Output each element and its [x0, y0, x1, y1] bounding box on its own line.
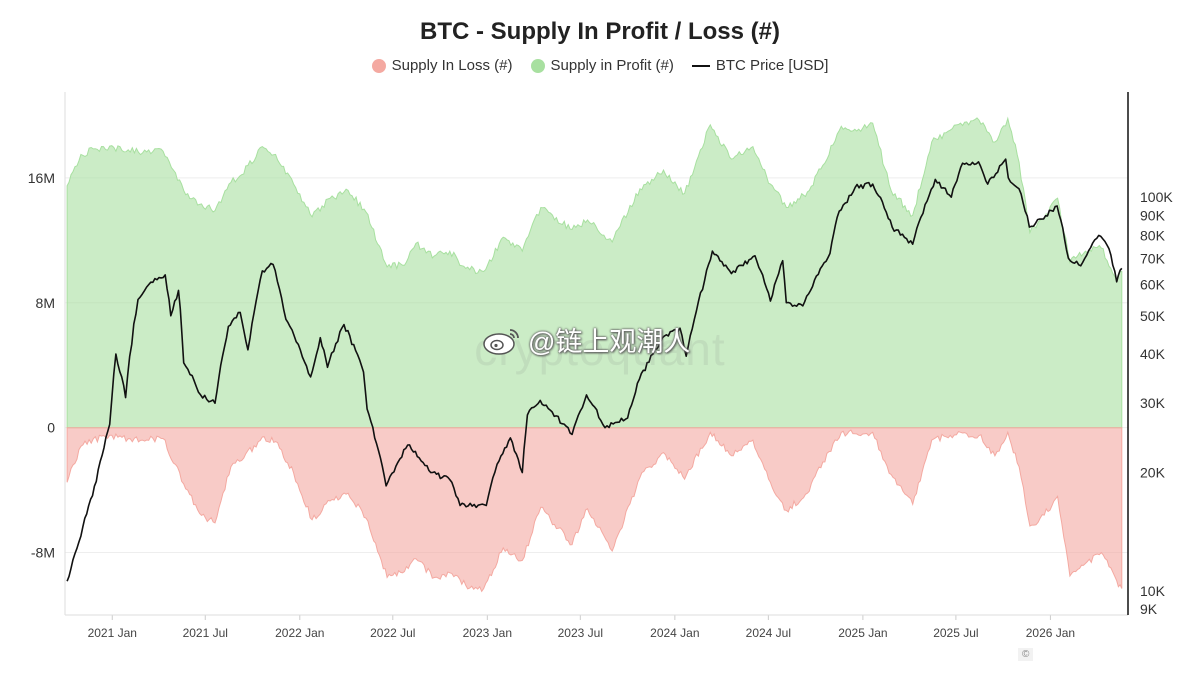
- y-left-tick-label-2: 0: [47, 420, 55, 436]
- y-right-tick-label-5: 50K: [1140, 308, 1166, 324]
- x-tick-label-5: 2023 Jul: [558, 626, 603, 640]
- x-tick-label-10: 2026 Jan: [1026, 626, 1075, 640]
- y-right-tick-label-0: 100K: [1140, 189, 1173, 205]
- x-tick-label-9: 2025 Jul: [933, 626, 978, 640]
- x-tick-label-7: 2024 Jul: [746, 626, 791, 640]
- y-right-tick-label-10: 9K: [1140, 601, 1158, 617]
- legend-label-price: BTC Price [USD]: [715, 57, 829, 74]
- price-series: [66, 158, 1123, 582]
- axes: 16M 8M 0 -8M 100K 90K 80K 70K 60K 50K 40K 30K 20K 10K…: [28, 92, 1173, 640]
- y-right-tick-label-4: 60K: [1140, 277, 1166, 293]
- legend-item-price[interactable]: BTC Price [USD]: [691, 57, 829, 74]
- y-left-tick-label-0: 16M: [28, 170, 55, 186]
- x-tick-label-6: 2024 Jan: [650, 626, 699, 640]
- y-right-tick-label-9: 10K: [1140, 583, 1166, 599]
- legend-swatch-profit: [530, 58, 545, 73]
- weibo-watermark: @链上观潮人: [482, 320, 690, 359]
- y-left-tick-label-1: 8M: [36, 295, 55, 311]
- legend-label-loss: Supply In Loss (#): [391, 57, 513, 74]
- legend-item-loss[interactable]: Supply In Loss (#): [371, 57, 513, 74]
- area-series: [66, 116, 1123, 593]
- y-right-tick-label-3: 70K: [1140, 250, 1166, 266]
- y-right-tick-label-7: 30K: [1140, 395, 1166, 411]
- y-right-tick-label-6: 40K: [1140, 346, 1166, 362]
- footer-badge: ©: [1018, 648, 1034, 661]
- x-tick-label-8: 2025 Jan: [838, 626, 887, 640]
- chart-title: BTC - Supply In Profit / Loss (#): [420, 18, 780, 45]
- legend-label-profit: Supply in Profit (#): [550, 57, 674, 74]
- y-right-tick-label-8: 20K: [1140, 465, 1166, 481]
- x-tick-label-2: 2022 Jan: [275, 626, 324, 640]
- area-loss: [66, 427, 1123, 593]
- y-right-tick-label-1: 90K: [1140, 207, 1166, 223]
- x-tick-label-0: 2021 Jan: [88, 626, 137, 640]
- weibo-handle: @链上观潮人: [528, 327, 691, 357]
- legend: Supply In Loss (#) Supply in Profit (#) …: [0, 57, 1200, 74]
- y-right-tick-label-2: 80K: [1140, 227, 1166, 243]
- legend-item-profit[interactable]: Supply in Profit (#): [530, 57, 674, 74]
- y-left-tick-label-3: -8M: [31, 545, 55, 561]
- weibo-icon: [483, 328, 519, 355]
- x-tick-label-4: 2023 Jan: [463, 626, 512, 640]
- x-tick-label-3: 2022 Jul: [370, 626, 415, 640]
- x-tick-label-1: 2021 Jul: [183, 626, 228, 640]
- legend-swatch-loss: [371, 58, 386, 73]
- area-profit: [66, 116, 1123, 429]
- price-line: [66, 158, 1123, 582]
- legend-swatch-price: [691, 64, 710, 67]
